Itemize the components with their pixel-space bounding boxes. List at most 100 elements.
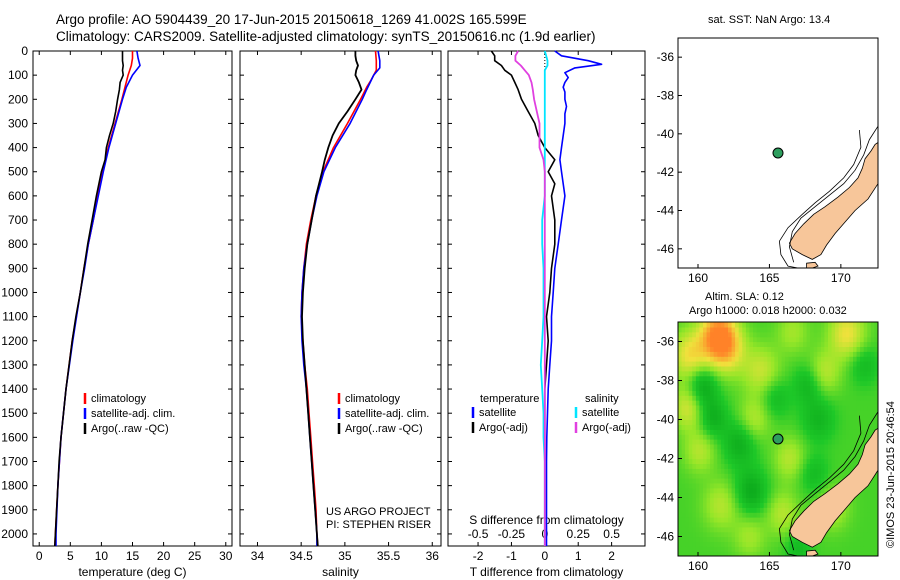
sla-cell <box>831 370 836 377</box>
sla-cell <box>738 361 743 367</box>
sla-cell <box>753 473 758 479</box>
sla-cell <box>792 414 797 421</box>
sla-cell <box>681 424 686 430</box>
sla-cell <box>735 370 740 377</box>
sla-cell <box>842 448 847 455</box>
depth-tick-label-1600: 1600 <box>1 430 28 444</box>
diff-sal-legend-label-0: satellite <box>582 407 619 419</box>
sla-ytick-label--38: -38 <box>657 374 675 388</box>
sla-cell <box>753 453 758 460</box>
sla-cell <box>749 526 754 533</box>
sla-cell <box>767 482 772 489</box>
sla-cell <box>835 322 840 328</box>
sla-cell <box>717 473 722 479</box>
sla-cell <box>692 521 697 528</box>
sla-cell <box>753 326 758 333</box>
sla-cell <box>781 361 786 367</box>
sla-cell <box>756 463 761 469</box>
sla-cell <box>738 482 743 489</box>
sla-cell <box>845 331 851 338</box>
sla-cell <box>813 375 818 382</box>
sla-cell <box>735 361 740 367</box>
sdiff-xtick-label-0.5: 0.5 <box>603 527 620 541</box>
sla-cell <box>699 497 704 503</box>
sla-cell <box>820 443 826 450</box>
sla-cell <box>820 468 826 474</box>
sla-cell <box>849 331 854 338</box>
sla-cell <box>785 404 790 411</box>
sla-cell <box>713 478 718 484</box>
sla-cell <box>849 414 854 421</box>
sla-cell <box>842 322 847 328</box>
sla-cell <box>863 429 868 435</box>
sla-cell <box>781 468 786 474</box>
sla-cell <box>756 356 761 362</box>
sla-cell <box>785 409 790 416</box>
sla-cell <box>788 375 793 382</box>
sla-cell <box>728 487 733 494</box>
sla-cell <box>703 424 708 430</box>
sla-cell <box>710 546 715 552</box>
sla-cell <box>770 429 776 435</box>
sla-cell <box>803 429 808 435</box>
sla-cell <box>753 492 758 499</box>
sla-cell <box>717 361 722 367</box>
diff-temp-legend-label-1: Argo(-adj) <box>479 422 528 434</box>
sla-cell <box>838 414 843 421</box>
sla-cell <box>849 468 854 474</box>
sla-cell <box>703 341 708 347</box>
sla-cell <box>778 400 783 406</box>
sla-cell <box>753 463 758 469</box>
sla-cell <box>874 551 878 556</box>
sla-cell <box>681 536 686 542</box>
sla-cell <box>874 395 878 401</box>
sla-cell <box>870 365 876 372</box>
sla-cell <box>792 424 797 430</box>
depth-tick-label-1400: 1400 <box>1 382 28 396</box>
sla-cell <box>810 375 815 382</box>
sla-cell <box>803 346 808 352</box>
sla-cell <box>710 385 715 391</box>
sla-cell <box>685 346 690 352</box>
sla-cell <box>760 322 765 328</box>
sla-cell <box>695 526 701 533</box>
sla-cell <box>760 346 765 352</box>
sla-cell <box>713 375 718 382</box>
sla-cell <box>867 361 872 367</box>
sla-cell <box>874 331 878 338</box>
sla-cell <box>756 502 761 508</box>
sla-cell <box>795 390 801 396</box>
sla-cell <box>710 341 715 347</box>
sla-cell <box>803 468 808 474</box>
sla-cell <box>828 536 833 542</box>
sla-cell <box>820 419 826 425</box>
sla-cell <box>795 478 801 484</box>
sla-cell <box>810 473 815 479</box>
sla-cell <box>731 482 736 489</box>
sla-cell <box>742 482 747 489</box>
sla-cell <box>756 424 761 430</box>
sla-cell <box>738 492 743 499</box>
sla-cell <box>738 414 743 421</box>
sla-cell <box>724 322 729 328</box>
sla-cell <box>706 370 711 377</box>
sla-cell <box>703 497 708 503</box>
sla-cell <box>845 463 851 469</box>
sla-cell <box>749 439 754 445</box>
sla-cell <box>835 365 840 372</box>
sla-cell <box>856 390 861 396</box>
sla-cell <box>735 326 740 333</box>
sla-cell <box>681 512 686 518</box>
sla-cell <box>699 482 704 489</box>
sla-cell <box>728 424 733 430</box>
sla-cell <box>781 414 786 421</box>
sla-ytick-label--36: -36 <box>657 335 675 349</box>
sla-cell <box>767 512 772 518</box>
sla-cell <box>835 463 840 469</box>
sla-cell <box>806 336 811 343</box>
sla-cell <box>749 482 754 489</box>
sla-cell <box>813 361 818 367</box>
sla-cell <box>745 356 751 362</box>
sla-cell <box>760 395 765 401</box>
sla-cell <box>845 351 851 357</box>
